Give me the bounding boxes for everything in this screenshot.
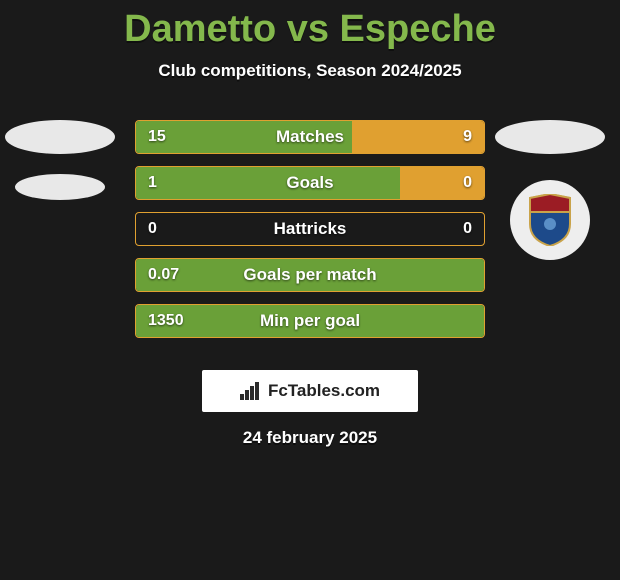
footer-area: FcTables.com 24 february 2025 [0,352,620,448]
subtitle: Club competitions, Season 2024/2025 [0,61,620,81]
club-badge [510,180,590,260]
bar-value-right: 9 [463,121,472,153]
bar-label: Matches [136,121,484,153]
stat-bar: 15Matches9 [135,120,485,154]
stat-bar: 0.07Goals per match [135,258,485,292]
right-player-placeholder [495,120,615,174]
bar-label: Min per goal [136,305,484,337]
stat-bar: 0Hattricks0 [135,212,485,246]
stat-bar: 1350Min per goal [135,304,485,338]
bars-icon [240,382,262,400]
bar-value-right: 0 [463,213,472,245]
bar-value-right: 0 [463,167,472,199]
stats-bars: 15Matches91Goals00Hattricks00.07Goals pe… [135,120,485,350]
ellipse-shape [495,120,605,154]
ellipse-shape [5,120,115,154]
ellipse-shape [15,174,105,200]
brand-text: FcTables.com [268,381,380,401]
bar-label: Goals [136,167,484,199]
brand-box: FcTables.com [202,370,418,412]
bar-label: Hattricks [136,213,484,245]
bar-label: Goals per match [136,259,484,291]
page-title: Dametto vs Espeche [0,0,620,51]
stat-bar: 1Goals0 [135,166,485,200]
date-line: 24 february 2025 [0,428,620,448]
shield-icon [528,194,572,246]
left-player-placeholder [5,120,125,220]
